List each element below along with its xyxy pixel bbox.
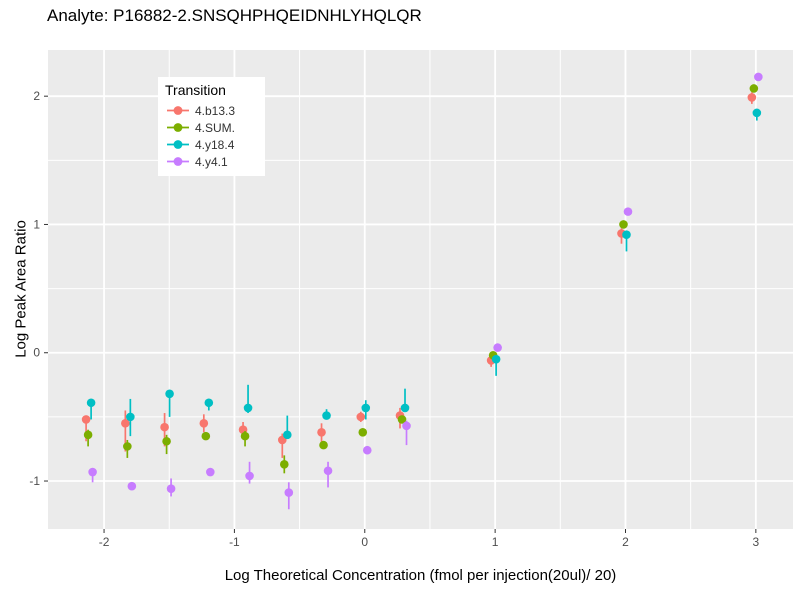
data-point (493, 343, 502, 352)
legend-items: 4.b13.3 4.SUM. 4.y18.4 4.y4.1 (165, 102, 261, 170)
data-point (243, 403, 253, 413)
y-tick-label: 1 (33, 217, 40, 231)
y-tick-labels: -1 0 1 2 (29, 89, 40, 488)
data-point (491, 354, 501, 364)
x-tick-label: 3 (753, 535, 760, 549)
data-point (749, 84, 759, 93)
data-point (123, 442, 132, 451)
data-point (284, 488, 294, 497)
data-point (204, 398, 214, 408)
legend-item-4.SUM.: 4.SUM. (165, 119, 261, 136)
data-point (245, 471, 254, 481)
x-axis-title: Log Theoretical Concentration (fmol per … (224, 567, 617, 584)
data-point (88, 467, 97, 477)
x-tick-label: 0 (361, 535, 368, 549)
data-point (323, 466, 333, 476)
data-point (121, 418, 130, 428)
data-point (752, 108, 762, 118)
y-axis-title: Log Peak Area Ratio (12, 220, 30, 358)
data-point (622, 230, 631, 240)
x-tick-label: 1 (492, 535, 499, 549)
x-tick-label: -2 (99, 535, 110, 549)
legend-key-icon (167, 123, 189, 132)
data-point (81, 415, 91, 424)
legend-key-icon (167, 106, 189, 115)
data-point (402, 421, 411, 431)
data-point (623, 207, 633, 216)
data-point (160, 422, 169, 432)
legend-title: Transition (165, 82, 226, 98)
x-tick-label: -1 (229, 535, 240, 549)
legend-item-label: 4.b13.3 (195, 103, 236, 118)
data-point (317, 427, 326, 437)
y-tick-label: 2 (33, 89, 40, 103)
y-tick-label: -1 (29, 474, 40, 488)
y-tick-label: 0 (33, 346, 40, 360)
data-point (86, 398, 96, 408)
data-point (83, 430, 93, 440)
data-point (356, 412, 366, 422)
data-point (747, 93, 757, 102)
legend-key-icon (167, 140, 189, 149)
series-4.y18.4 (86, 108, 762, 440)
series-4.y4.1 (88, 72, 763, 510)
data-point (319, 440, 328, 450)
series-4.SUM. (83, 84, 759, 474)
data-point (397, 415, 407, 424)
data-point (126, 412, 135, 422)
data-point (754, 72, 763, 82)
data-point (361, 403, 371, 413)
data-point (358, 427, 368, 437)
x-tick-label: 2 (622, 535, 629, 549)
legend-item-4.y4.1: 4.y4.1 (165, 153, 261, 170)
legend: Transition 4.b13.3 4.SUM. 4.y18.4 4.y4.1 (158, 77, 265, 176)
legend-item-4.y18.4: 4.y18.4 (165, 136, 261, 153)
data-point (279, 460, 289, 469)
chart-title: Analyte: P16882-2.SNSQHPHQEIDNHLYHQLQR (47, 6, 422, 25)
data-point (201, 431, 211, 441)
legend-item-label: 4.SUM. (195, 120, 236, 135)
data-point (240, 431, 250, 441)
data-point (322, 411, 331, 420)
legend-item-4.b13.3: 4.b13.3 (165, 102, 261, 119)
data-point (166, 484, 176, 494)
legend-key-icon (167, 157, 189, 166)
axis-ticks (44, 95, 757, 533)
data-point (162, 436, 171, 446)
data-point (362, 445, 372, 455)
data-point (400, 403, 410, 413)
legend-item-label: 4.y4.1 (195, 154, 228, 169)
data-point (127, 481, 137, 491)
legend-item-label: 4.y18.4 (195, 137, 235, 152)
data-point (619, 220, 628, 229)
x-tick-labels: -2 -1 0 1 2 3 (99, 535, 760, 549)
data-point (165, 389, 174, 399)
data-point (199, 418, 209, 428)
data-point (282, 430, 292, 440)
data-point (206, 467, 215, 477)
